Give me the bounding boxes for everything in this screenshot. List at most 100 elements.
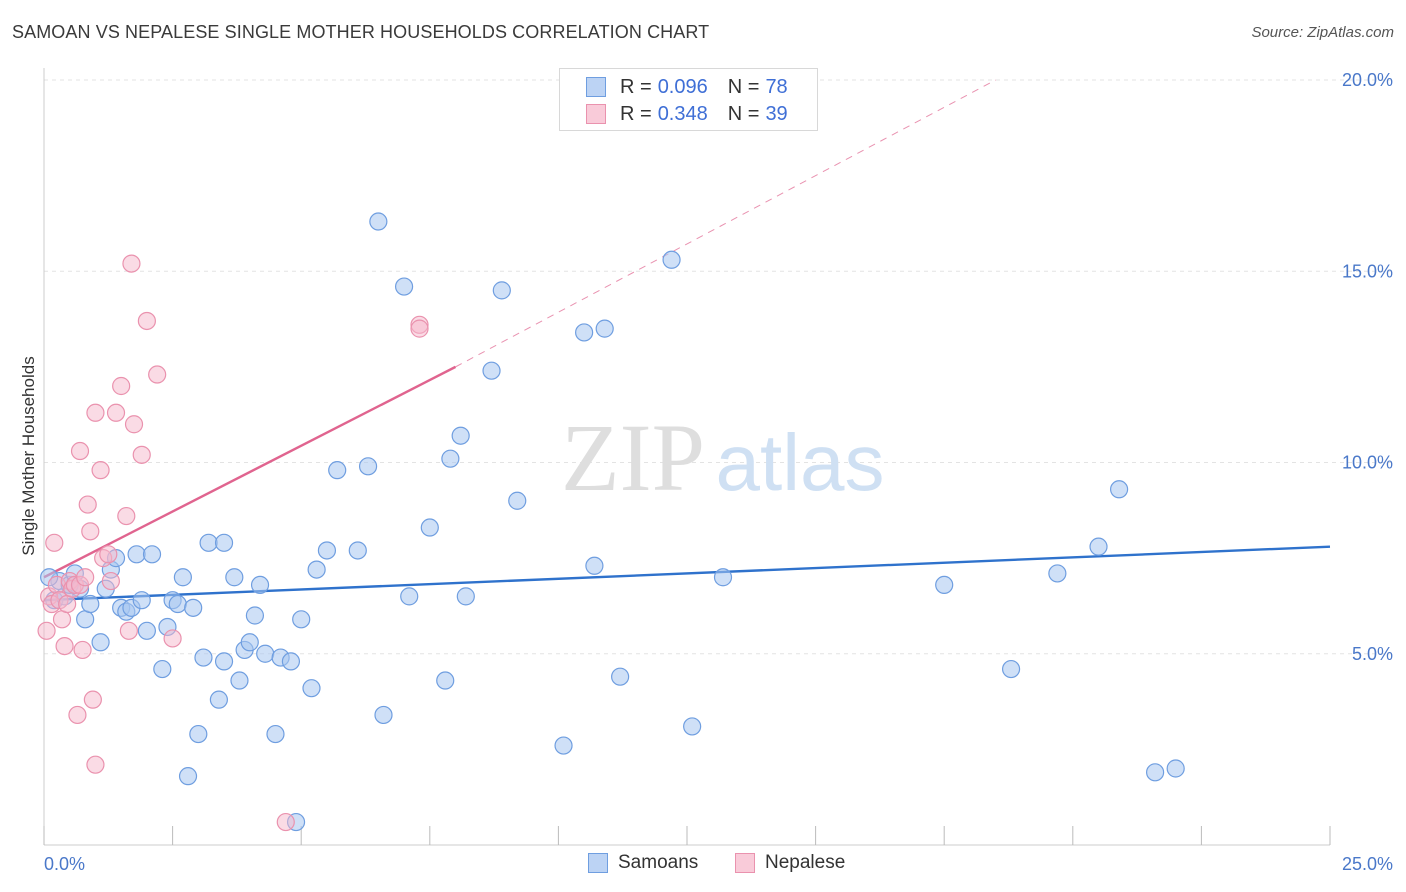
nepalese-point xyxy=(55,636,74,656)
samoans-point xyxy=(199,533,218,552)
nepalese-point xyxy=(119,621,138,640)
x-tick-label: 0.0% xyxy=(44,854,85,874)
samoans-point xyxy=(168,594,187,614)
samoans-point xyxy=(683,717,702,736)
samoans-point xyxy=(394,277,414,296)
samoans-point xyxy=(611,667,630,686)
x-tick-label: 25.0% xyxy=(1342,854,1393,874)
samoans-point xyxy=(245,606,265,625)
watermark-atlas: atlas xyxy=(716,418,885,507)
nepalese-point xyxy=(99,545,118,564)
legend-swatch-samoans xyxy=(586,77,606,97)
nepalese-point xyxy=(70,441,90,461)
nepalese-point xyxy=(68,705,87,725)
chart-title: SAMOAN VS NEPALESE SINGLE MOTHER HOUSEHO… xyxy=(12,22,710,42)
samoans-point xyxy=(348,541,367,560)
nepalese-point xyxy=(122,254,141,273)
samoans-point xyxy=(214,652,234,671)
samoans-point xyxy=(225,568,244,587)
samoans-point xyxy=(400,587,419,606)
samoans-point xyxy=(81,594,100,614)
axes xyxy=(43,68,1331,846)
nepalese-point xyxy=(45,533,64,552)
samoans-point xyxy=(1146,763,1165,782)
legend-n-label: N = xyxy=(727,102,760,125)
samoans-point xyxy=(189,724,208,744)
samoans-point xyxy=(153,659,172,679)
stats-legend: R = 0.096 N = 78 R = 0.348 N = 39 xyxy=(559,68,818,131)
y-axis-label: Single Mother Households xyxy=(19,356,38,555)
samoans-point xyxy=(214,533,234,552)
samoans-point xyxy=(266,724,285,744)
samoans-point xyxy=(441,449,460,468)
samoans-point xyxy=(307,560,326,579)
source-label: Source: ZipAtlas.com xyxy=(1251,24,1394,41)
samoans-point xyxy=(137,621,156,640)
samoans-point xyxy=(328,461,347,480)
samoans-point xyxy=(281,652,301,671)
samoans-point xyxy=(451,426,470,445)
gridlines xyxy=(44,79,1395,655)
samoans-point xyxy=(76,610,95,629)
samoans-point xyxy=(935,575,954,595)
nepalese-point xyxy=(83,690,102,709)
samoans-point xyxy=(240,633,259,652)
samoans-point xyxy=(585,556,604,575)
nepalese-point xyxy=(58,594,77,614)
samoans-point xyxy=(142,545,162,564)
samoans-point xyxy=(1166,759,1185,778)
watermark: ZIP atlas xyxy=(561,404,884,511)
samoans-point xyxy=(595,319,614,338)
nepalese-trend-line xyxy=(43,365,457,579)
bottom-label-nepalese: Nepalese xyxy=(765,852,846,873)
samoans-point xyxy=(292,610,311,629)
nepalese-point xyxy=(76,568,95,587)
samoans-point xyxy=(420,518,439,537)
nepalese-point xyxy=(73,640,92,660)
samoans-point xyxy=(194,648,213,667)
samoans-point xyxy=(456,587,475,606)
nepalese-point xyxy=(81,522,100,541)
samoans-point xyxy=(374,705,393,725)
legend-r-value: 0.348 xyxy=(657,102,708,125)
samoans-point xyxy=(358,457,378,476)
legend-swatch-nepalese xyxy=(586,104,606,124)
samoans-point xyxy=(302,679,321,698)
nepalese-point xyxy=(137,311,156,331)
samoans-point xyxy=(1089,537,1108,556)
nepalese-trend-extension xyxy=(455,79,996,368)
samoans-point xyxy=(91,633,110,652)
samoans-point xyxy=(492,281,511,300)
nepalese-point xyxy=(86,755,105,774)
samoans-point xyxy=(482,361,501,380)
samoans-point xyxy=(173,568,192,587)
samoans-point xyxy=(369,212,388,231)
samoans-point xyxy=(436,671,455,690)
legend-row-nepalese: R = 0.348 N = 39 xyxy=(586,102,788,126)
samoans-point xyxy=(184,598,203,617)
nepalese-point xyxy=(86,403,105,422)
nepalese-point xyxy=(132,445,151,464)
nepalese-point xyxy=(37,621,56,640)
nepalese-point xyxy=(101,571,120,591)
samoans-point xyxy=(127,545,146,564)
y-tick-label: 10.0% xyxy=(1342,453,1393,473)
samoans-point xyxy=(662,250,681,269)
samoans-point xyxy=(554,736,573,755)
y-tick-label: 20.0% xyxy=(1342,70,1393,90)
y-tick-label: 15.0% xyxy=(1342,261,1393,281)
samoans-point xyxy=(178,767,198,786)
samoans-point xyxy=(575,323,594,342)
tick-labels: 5.0% 10.0% 15.0% 20.0% 0.0% 25.0% xyxy=(44,70,1393,874)
samoans-point xyxy=(256,644,275,663)
legend-n-value: 39 xyxy=(765,102,788,125)
nepalese-point xyxy=(91,461,110,480)
nepalese-point xyxy=(124,415,144,434)
legend-n-value: 78 xyxy=(765,75,788,98)
nepalese-point xyxy=(112,376,131,396)
nepalese-point xyxy=(78,495,97,514)
samoans-point xyxy=(317,541,337,560)
data-points xyxy=(37,212,1185,832)
samoans-point xyxy=(1109,480,1129,499)
